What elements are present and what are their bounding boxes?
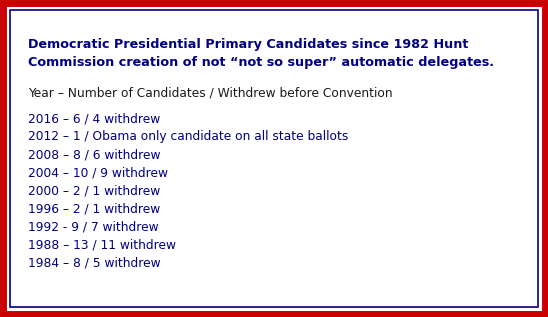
Text: Democratic Presidential Primary Candidates since 1982 Hunt: Democratic Presidential Primary Candidat…	[28, 38, 469, 51]
Text: Commission creation of not “not so super” automatic delegates.: Commission creation of not “not so super…	[28, 56, 494, 69]
Text: 1988 – 13 / 11 withdrew: 1988 – 13 / 11 withdrew	[28, 238, 176, 251]
FancyBboxPatch shape	[10, 10, 538, 307]
Text: 1984 – 8 / 5 withdrew: 1984 – 8 / 5 withdrew	[28, 256, 161, 269]
Text: Year – Number of Candidates / Withdrew before Convention: Year – Number of Candidates / Withdrew b…	[28, 86, 392, 99]
Text: 1992 - 9 / 7 withdrew: 1992 - 9 / 7 withdrew	[28, 220, 158, 233]
Text: 2016 – 6 / 4 withdrew: 2016 – 6 / 4 withdrew	[28, 112, 160, 125]
Text: 2008 – 8 / 6 withdrew: 2008 – 8 / 6 withdrew	[28, 148, 161, 161]
Text: 2004 – 10 / 9 withdrew: 2004 – 10 / 9 withdrew	[28, 166, 168, 179]
Text: 2012 – 1 / Obama only candidate on all state ballots: 2012 – 1 / Obama only candidate on all s…	[28, 130, 349, 143]
FancyBboxPatch shape	[3, 3, 545, 314]
Text: 1996 – 2 / 1 withdrew: 1996 – 2 / 1 withdrew	[28, 202, 160, 215]
Text: 2000 – 2 / 1 withdrew: 2000 – 2 / 1 withdrew	[28, 184, 160, 197]
